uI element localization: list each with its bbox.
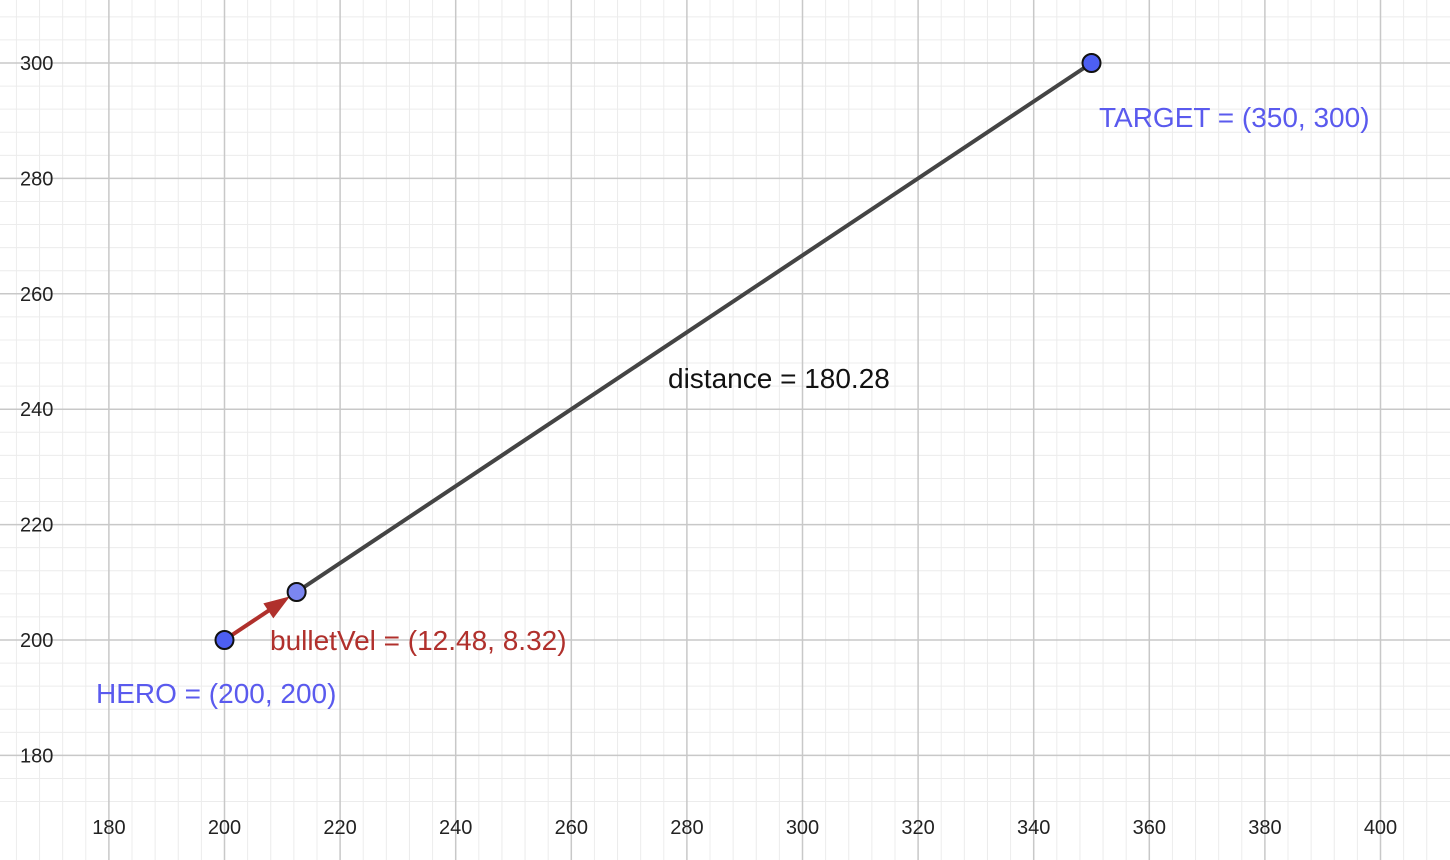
x-tick-label: 360: [1133, 817, 1166, 839]
x-axis-tick-labels: 180 200 220 240 260 280 300 320 340 360 380 400: [92, 817, 1397, 839]
distance-segment[interactable]: [294, 61, 1094, 594]
y-tick-label: 220: [20, 515, 53, 537]
x-tick-label: 380: [1248, 817, 1281, 839]
x-tick-label: 240: [439, 817, 472, 839]
hero-point[interactable]: [214, 630, 235, 650]
x-tick-label: 180: [92, 817, 125, 839]
bullet-velocity-label[interactable]: bulletVel = (12.48, 8.32): [270, 625, 567, 656]
x-tick-label: 400: [1364, 817, 1397, 839]
x-tick-label: 320: [901, 817, 934, 839]
y-tick-label: 200: [20, 630, 53, 652]
y-axis-tick-labels: 180 200 220 240 260 280 300: [20, 53, 53, 767]
y-tick-label: 260: [20, 284, 53, 306]
hero-label[interactable]: HERO = (200, 200): [96, 678, 336, 709]
target-label[interactable]: TARGET = (350, 300): [1099, 102, 1370, 133]
bullet-velocity-arrowhead: [263, 596, 290, 619]
target-point[interactable]: [1081, 53, 1102, 73]
distance-label[interactable]: distance = 180.28: [668, 363, 890, 394]
bullet-tip-point[interactable]: [286, 581, 307, 602]
y-tick-label: 300: [20, 53, 53, 75]
x-tick-label: 200: [208, 817, 241, 839]
x-tick-label: 340: [1017, 817, 1050, 839]
x-tick-label: 300: [786, 817, 819, 839]
y-tick-label: 180: [20, 745, 53, 767]
x-tick-label: 260: [555, 817, 588, 839]
y-tick-label: 240: [20, 399, 53, 421]
y-tick-label: 280: [20, 168, 53, 190]
x-tick-label: 280: [670, 817, 703, 839]
x-tick-label: 220: [323, 817, 356, 839]
